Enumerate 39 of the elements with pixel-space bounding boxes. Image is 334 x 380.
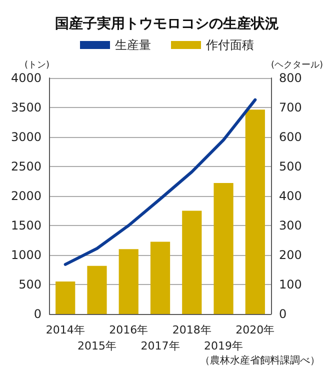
line-series bbox=[64, 98, 257, 266]
text: （農林水産省飼料課調べ） bbox=[200, 354, 320, 366]
y-tick-label: 2500 bbox=[10, 160, 42, 174]
y-tick-label: 500 bbox=[18, 278, 42, 292]
y-tick-label: 0 bbox=[34, 307, 42, 321]
y2-tick-label: 300 bbox=[278, 218, 302, 232]
legend-label: 作付面積 bbox=[205, 38, 254, 52]
bar bbox=[182, 210, 202, 314]
y-tick-label: 3500 bbox=[10, 100, 42, 114]
x-tick-label: 2014年 bbox=[46, 324, 85, 336]
y-tick-label: 2000 bbox=[10, 189, 42, 203]
bar bbox=[245, 110, 265, 314]
y-tick-label: 1000 bbox=[10, 248, 42, 262]
y-tick-label: 1500 bbox=[10, 218, 42, 232]
y2-tick-label: 600 bbox=[278, 130, 302, 144]
bar bbox=[56, 282, 76, 314]
y2-tick-label: 200 bbox=[278, 248, 302, 262]
bar bbox=[150, 242, 170, 314]
x-tick-label: 2020年 bbox=[236, 324, 275, 336]
y2-tick-label: 0 bbox=[278, 307, 287, 321]
bar bbox=[87, 266, 107, 314]
y-axis-title: (トン) bbox=[24, 60, 50, 70]
x-tick-label: 2018年 bbox=[172, 324, 212, 336]
bar bbox=[214, 183, 234, 314]
y2-tick-label: 100 bbox=[278, 278, 302, 292]
chart-title: 国産子実用トウモロコシの生産状況 bbox=[55, 15, 279, 32]
y-tick-label: 3000 bbox=[10, 130, 42, 144]
y2-axis-title: (ヘクタール) bbox=[270, 60, 324, 70]
y2-tick-label: 500 bbox=[278, 160, 302, 174]
x-tick-label: 2015年 bbox=[77, 340, 116, 352]
y2-tick-label: 400 bbox=[278, 189, 302, 203]
x-tick-label: 2016年 bbox=[109, 324, 148, 336]
legend-label: 生産量 bbox=[115, 38, 151, 52]
y-tick-label: 4000 bbox=[10, 71, 42, 85]
x-tick-label: 2017年 bbox=[140, 340, 180, 352]
y2-tick-label: 800 bbox=[278, 71, 302, 85]
y2-tick-label: 700 bbox=[278, 100, 302, 114]
bar bbox=[118, 249, 138, 314]
x-tick-label: 2019年 bbox=[204, 340, 244, 352]
